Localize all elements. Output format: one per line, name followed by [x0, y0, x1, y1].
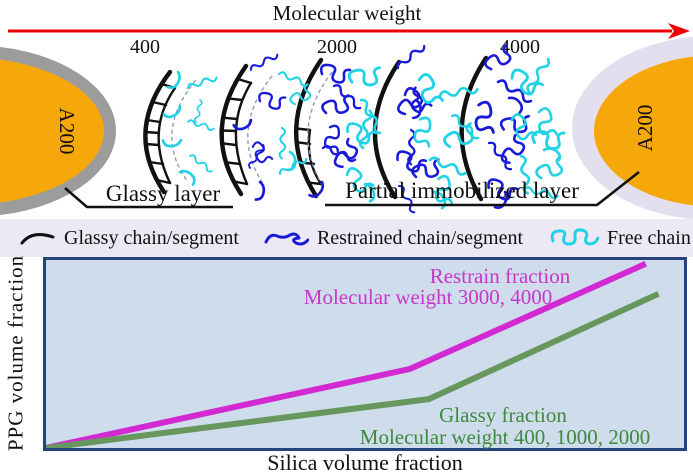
particle-left-label: A200 [55, 108, 79, 155]
legend-label-free: Free chain [607, 226, 691, 249]
mw-label-400: 400 [130, 36, 160, 58]
glassy-layer-pointer [64, 187, 233, 209]
chain-legend: Glassy chain/segment Restrained chain/se… [0, 219, 693, 257]
restrain-annotation-line1: Restrain fraction [429, 264, 571, 288]
diagram-title: Molecular weight [273, 1, 422, 25]
glassy-layer-label: Glassy layer [106, 181, 221, 206]
glassy-annotation-line2: Molecular weight 400, 1000, 2000 [359, 425, 651, 449]
legend-item-restrained: Restrained chain/segment [263, 227, 523, 250]
x-axis-label: Silica volume fraction [267, 450, 463, 472]
chart-plot-area [45, 261, 660, 451]
glassy-line [45, 291, 660, 451]
schematic-diagram: Molecular weight 400 2000 4000 A200 A200 [0, 1, 693, 220]
restrain-line [45, 261, 647, 451]
volume-fraction-chart: Restrain fraction Molecular weight 3000,… [43, 257, 687, 451]
y-axis-label: PPG volume fraction [3, 254, 28, 452]
partial-layer-pointer [325, 170, 640, 207]
molecular-weight-arrow [8, 23, 690, 39]
restrain-annotation-line2: Molecular weight 3000, 4000 [303, 285, 553, 309]
free-chains-zone-1 [161, 70, 219, 188]
silica-particle-left: A200 [0, 46, 116, 216]
legend-label-glassy: Glassy chain/segment [64, 226, 239, 249]
legend-item-glassy: Glassy chain/segment [20, 227, 239, 250]
legend-label-restrained: Restrained chain/segment [316, 226, 524, 249]
free-chain-icon [550, 228, 600, 246]
dashed-guide-arcs [171, 71, 333, 189]
partial-layer-label: Partial immobilized layer [345, 178, 579, 203]
silica-particle-right: A200 [572, 36, 693, 220]
mw-label-4000: 4000 [500, 36, 540, 58]
glassy-chain-icon [20, 233, 55, 245]
legend-item-free: Free chain [547, 226, 691, 250]
mw-label-2000: 2000 [317, 36, 357, 58]
particle-right-label: A200 [633, 105, 657, 152]
glassy-annotation-line1: Glassy fraction [439, 403, 567, 427]
restrained-chain-icon [264, 232, 309, 246]
